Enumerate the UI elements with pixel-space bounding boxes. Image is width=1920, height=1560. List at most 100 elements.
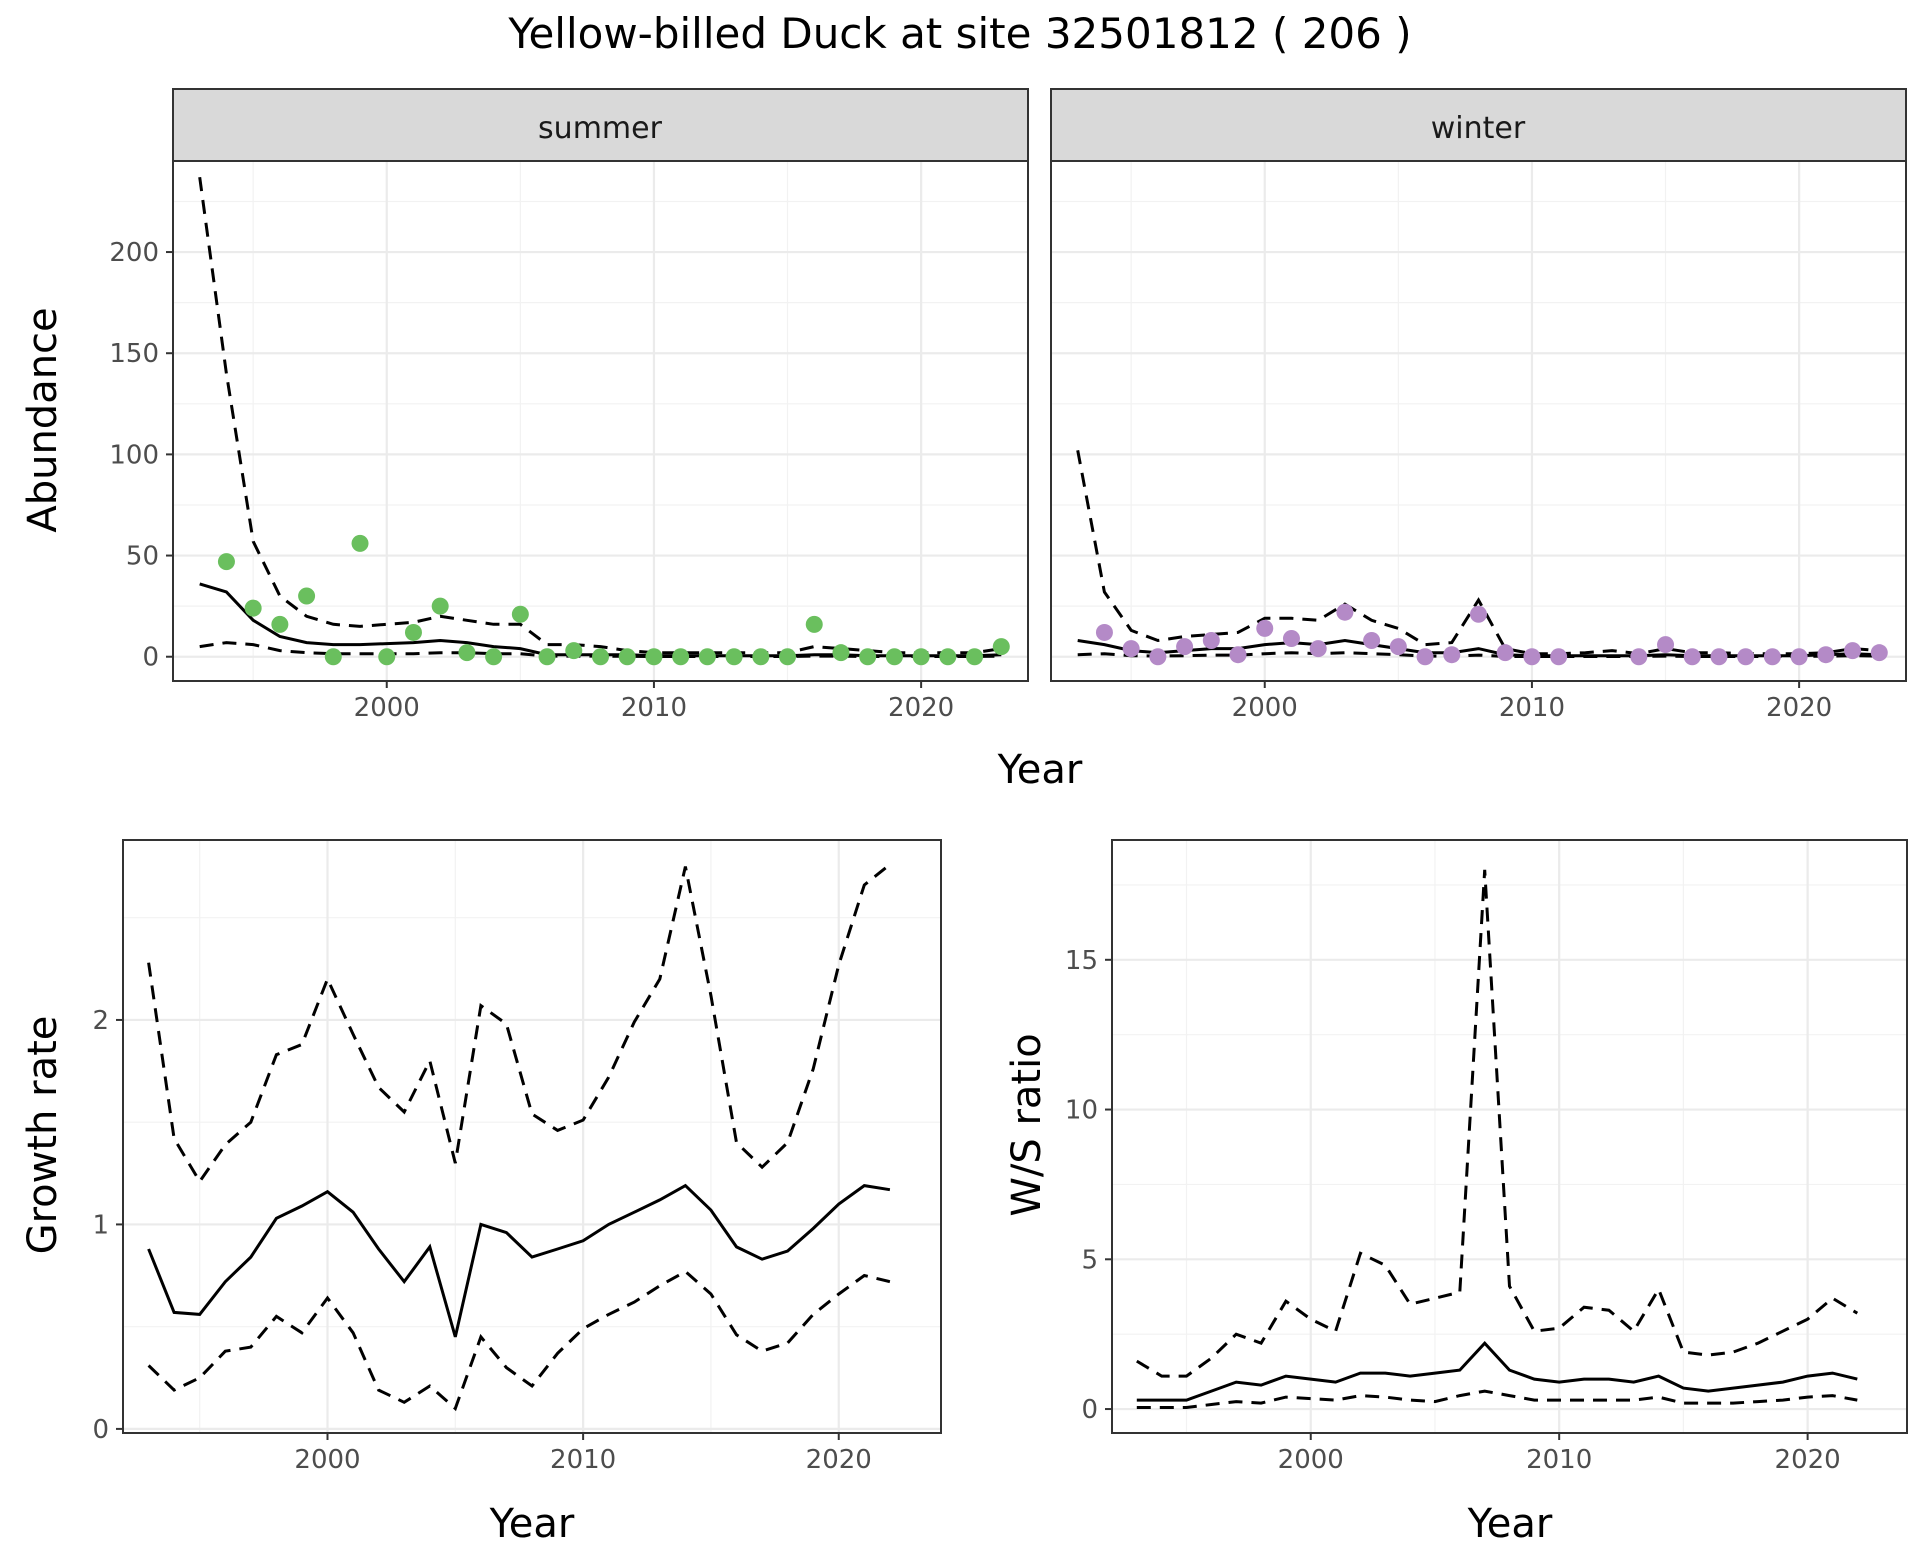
data-point (672, 648, 690, 666)
ws-x-axis-title: Year (1467, 1501, 1553, 1547)
x-tick-label: 2020 (1775, 1445, 1841, 1475)
x-tick-label: 2010 (621, 693, 687, 723)
data-point (244, 599, 262, 617)
data-point (752, 648, 770, 666)
data-point (1149, 648, 1167, 666)
data-point (538, 648, 556, 666)
data-point (645, 648, 663, 666)
data-point (698, 648, 716, 666)
panel-background (173, 161, 1028, 681)
series-line-dashed-1 (147, 863, 891, 1185)
data-point (1630, 648, 1648, 666)
data-point (859, 648, 877, 666)
data-point (404, 623, 422, 641)
data-point (992, 638, 1010, 656)
data-point (1550, 648, 1568, 666)
data-point (485, 648, 503, 666)
data-point (298, 587, 316, 605)
series-line-solid-0 (147, 1183, 891, 1338)
data-point (725, 648, 743, 666)
data-point (966, 648, 984, 666)
panel-border (172, 160, 1029, 682)
x-tick-label: 2020 (806, 1445, 872, 1475)
panel-border (122, 839, 942, 1434)
x-tick-label: 2020 (1766, 693, 1832, 723)
panel-winter: 2000 2010 2020 (1050, 160, 1907, 723)
data-point (458, 644, 476, 662)
y-tick-label: 10 (1065, 1096, 1098, 1126)
series-line-dashed-2 (147, 1269, 891, 1412)
data-point (1737, 648, 1755, 666)
panel-border (1111, 839, 1908, 1434)
data-point (271, 615, 289, 633)
data-point (1657, 636, 1675, 654)
data-point (1683, 648, 1701, 666)
series-line-dashed-2 (1136, 1389, 1858, 1409)
data-point (351, 534, 369, 552)
top-y-axis-title: Abundance (20, 307, 66, 532)
data-point (592, 648, 609, 666)
data-point (832, 644, 850, 662)
data-point (1443, 646, 1461, 664)
data-point (1363, 632, 1381, 650)
growth-x-axis-title: Year (489, 1501, 575, 1547)
x-tick-label: 2010 (550, 1445, 616, 1475)
data-point (565, 642, 583, 660)
data-point (1229, 646, 1247, 664)
x-tick-label: 2000 (1232, 693, 1298, 723)
x-tick-label: 2000 (1278, 1445, 1344, 1475)
facet-label-winter: winter (1431, 111, 1526, 146)
x-tick-label: 2010 (1499, 693, 1565, 723)
data-point (1282, 630, 1300, 648)
data-point (1763, 648, 1781, 666)
x-tick-label: 2000 (354, 693, 420, 723)
y-tick-label: 100 (109, 440, 159, 470)
data-point (1710, 648, 1728, 666)
facet-strip-winter: winter (1050, 88, 1907, 162)
data-point (511, 605, 529, 623)
data-point (618, 648, 636, 666)
data-point (1176, 638, 1194, 656)
series-line-dashed-1 (1136, 869, 1859, 1378)
top-x-axis-title: Year (997, 747, 1083, 793)
y-tick-label: 2 (92, 1006, 109, 1036)
data-point (324, 648, 342, 666)
panel-ws-ratio: 2000 2010 2020 0 5 10 15 (1065, 839, 1908, 1475)
series-line-solid-0 (1136, 1340, 1858, 1402)
y-tick-label: 0 (1081, 1395, 1098, 1425)
panel-border (1050, 160, 1907, 682)
data-point (1523, 648, 1541, 666)
y-tick-label: 15 (1065, 946, 1098, 976)
data-point (1416, 648, 1434, 666)
y-tick-label: 50 (126, 542, 159, 572)
data-point (378, 648, 396, 666)
x-tick-label: 2010 (1526, 1445, 1592, 1475)
data-point (1122, 640, 1140, 658)
data-point (1095, 623, 1113, 641)
facet-label-summer: summer (538, 111, 663, 146)
data-point (885, 648, 903, 666)
data-point (1470, 605, 1487, 623)
series-line-dashed-1 (198, 176, 1002, 655)
figure-title: Yellow-billed Duck at site 32501812 ( 20… (507, 9, 1411, 58)
data-point (1496, 644, 1514, 662)
data-point (1870, 644, 1888, 662)
data-point (1790, 648, 1808, 666)
panel-background (1112, 840, 1907, 1433)
y-tick-label: 1 (92, 1210, 109, 1240)
facet-strip-summer: summer (172, 88, 1029, 162)
data-point (1202, 632, 1220, 650)
data-point (939, 648, 957, 666)
ws-y-axis-title: W/S ratio (1004, 1033, 1050, 1216)
data-point (805, 615, 823, 633)
data-point (1309, 640, 1327, 658)
data-point (1336, 603, 1354, 621)
data-point (1256, 619, 1274, 637)
data-point (1844, 642, 1862, 660)
y-tick-label: 0 (92, 1415, 109, 1445)
panel-background (123, 840, 941, 1433)
y-tick-label: 5 (1081, 1245, 1098, 1275)
panel-summer: 2000 2010 2020 0 50 100 150 200 (109, 160, 1029, 723)
